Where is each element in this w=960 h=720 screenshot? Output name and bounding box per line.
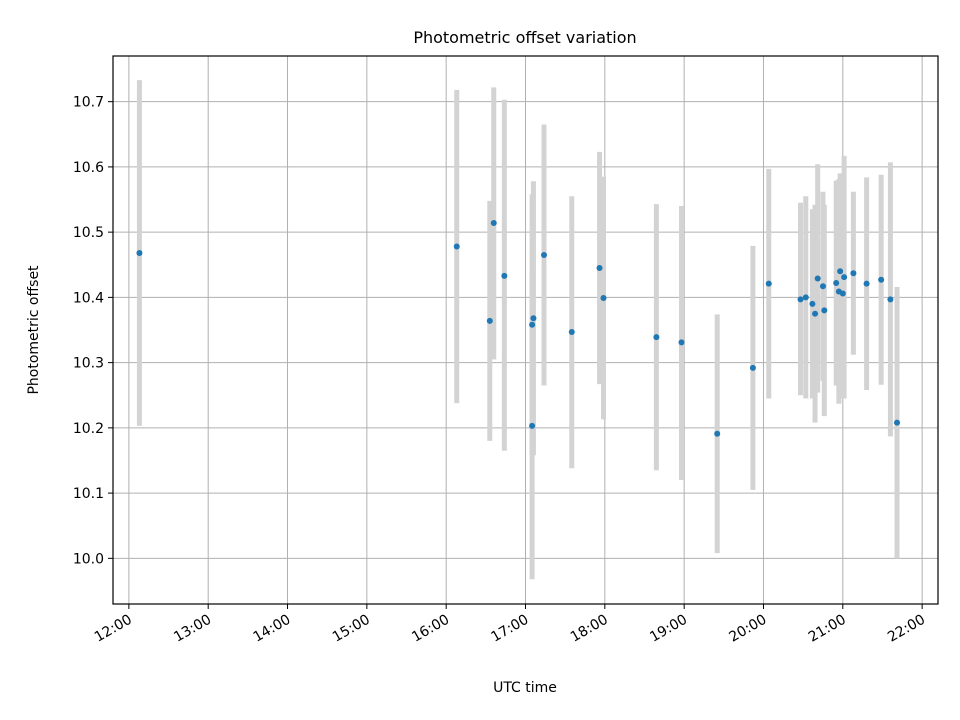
- data-point: [714, 430, 721, 437]
- data-point: [453, 243, 460, 250]
- data-points: [136, 220, 901, 437]
- y-tick-label: 10.1: [73, 486, 104, 502]
- data-point: [529, 321, 536, 328]
- data-point: [841, 274, 848, 281]
- data-point: [812, 310, 819, 317]
- data-point: [490, 220, 497, 227]
- data-point: [837, 268, 844, 275]
- data-point: [819, 283, 826, 290]
- y-tick-label: 10.3: [73, 356, 104, 372]
- y-tick-label: 10.0: [73, 551, 104, 567]
- data-point: [809, 300, 816, 307]
- data-point: [894, 419, 901, 426]
- data-point: [653, 334, 660, 341]
- data-point: [678, 339, 685, 346]
- data-point: [833, 280, 840, 287]
- data-point: [749, 364, 756, 371]
- data-point: [887, 296, 894, 303]
- data-point: [802, 294, 809, 301]
- data-point: [765, 280, 772, 287]
- data-point: [850, 270, 857, 277]
- chart-title: Photometric offset variation: [413, 28, 636, 47]
- y-axis-label: Photometric offset: [26, 265, 42, 395]
- y-tick-label: 10.5: [73, 225, 104, 241]
- data-point: [878, 276, 885, 283]
- data-point: [596, 265, 603, 272]
- data-point: [529, 422, 536, 429]
- data-point: [600, 295, 607, 302]
- data-point: [814, 275, 821, 282]
- y-tick-label: 10.2: [73, 421, 104, 437]
- y-tick-label: 10.6: [73, 160, 104, 176]
- data-point: [568, 328, 575, 335]
- data-point: [136, 250, 143, 257]
- data-point: [863, 280, 870, 287]
- y-axis-ticks: 10.0 10.1 10.2 10.3 10.4 10.5 10.6 10.7: [73, 95, 113, 567]
- data-point: [821, 307, 828, 314]
- data-point: [501, 272, 508, 279]
- y-tick-label: 10.7: [73, 95, 104, 111]
- data-point: [530, 315, 537, 322]
- data-point: [541, 251, 548, 258]
- y-tick-label: 10.4: [73, 290, 104, 306]
- x-axis-label: UTC time: [493, 680, 557, 696]
- data-point: [486, 317, 493, 324]
- data-point: [797, 296, 804, 303]
- data-point: [839, 290, 846, 297]
